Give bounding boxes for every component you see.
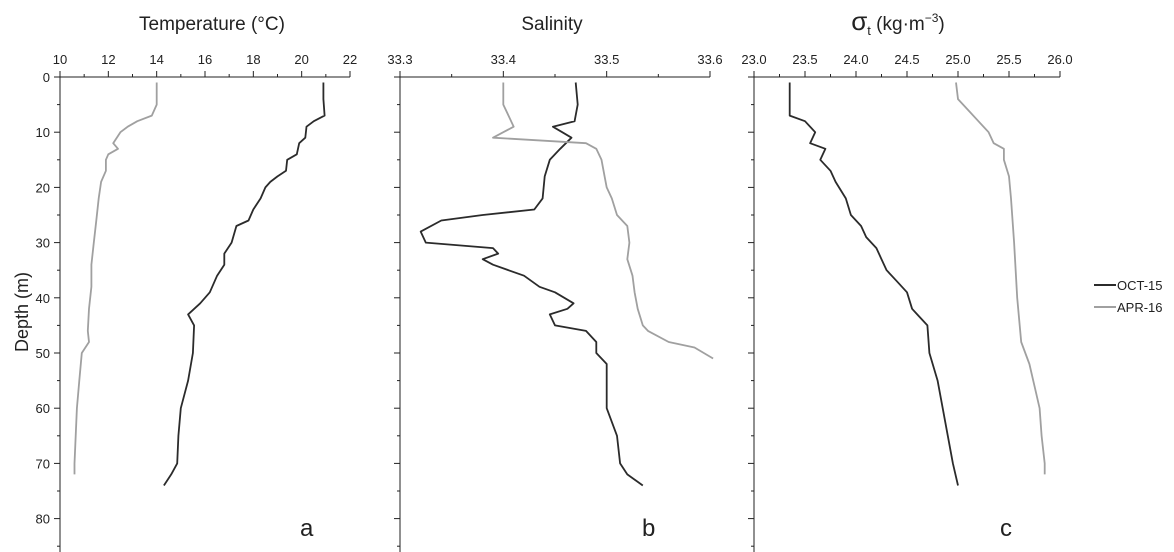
panel-c-title-exponent: −3 [925, 11, 939, 25]
panel-b: Salinity 33.3 33.4 33.5 33.6 b [387, 14, 723, 552]
panel-a: Temperature (°C) 10 12 14 16 18 20 22010203040… [36, 14, 357, 552]
legend-label-oct-15: OCT-15 [1117, 278, 1163, 293]
panel-b-series-oct-15 [419, 82, 644, 487]
panel-a-ytick-label: 70 [36, 456, 50, 471]
y-axis-label: Depth (m) [12, 272, 32, 352]
panel-b-xtick-label: 33.4 [491, 52, 516, 67]
panel-a-xtick-label: 18 [246, 52, 260, 67]
panel-b-letter: b [642, 515, 655, 542]
panel-c-title-units: (kg·m [871, 14, 925, 35]
panel-a-ytick-label: 10 [36, 125, 50, 140]
panel-c: σt (kg·m−3) 23.0 23.5 24.0 24.5 25.0 25.5 26.0… [741, 6, 1073, 552]
panel-b-series-apr-16 [492, 82, 714, 360]
panel-c-xtick-label: 24.5 [894, 52, 919, 67]
panel-a-ytick-label: 80 [36, 512, 50, 527]
panel-a-ytick-label: 0 [43, 70, 50, 85]
panel-c-title-subscript: t [867, 23, 871, 38]
panel-a-series-oct-15 [163, 82, 326, 486]
panel-c-series-apr-16 [955, 82, 1046, 475]
panel-b-xtick-label: 33.3 [387, 52, 412, 67]
panel-c-xtick-label: 24.0 [843, 52, 868, 67]
panel-b-title: Salinity [521, 14, 583, 35]
panel-a-ytick-label: 30 [36, 236, 50, 251]
panel-b-xtick-label: 33.5 [594, 52, 619, 67]
panel-a-xtick-label: 14 [149, 52, 163, 67]
panel-a-xtick-label: 20 [294, 52, 308, 67]
panel-a-ytick-label: 40 [36, 291, 50, 306]
panel-c-xtick-label: 23.0 [741, 52, 766, 67]
panel-c-title-sigma: σ [851, 6, 867, 36]
panel-c-letter: c [1000, 515, 1012, 542]
panel-a-xtick-label: 12 [101, 52, 115, 67]
panel-a-letter: a [300, 515, 314, 542]
panel-a-title: Temperature (°C) [139, 14, 285, 35]
panel-c-xtick-label: 25.0 [945, 52, 970, 67]
panel-c-xtick-label: 25.5 [996, 52, 1021, 67]
panel-a-xtick-label: 16 [198, 52, 212, 67]
panel-c-xtick-label: 23.5 [792, 52, 817, 67]
panel-a-ytick-label: 60 [36, 401, 50, 416]
panel-c-xtick-label: 26.0 [1047, 52, 1072, 67]
panel-b-xtick-label: 33.6 [697, 52, 722, 67]
legend-label-apr-16: APR-16 [1117, 300, 1163, 315]
panel-a-series-apr-16 [73, 82, 158, 475]
panel-c-series-oct-15 [788, 82, 959, 486]
panel-c-title: σt (kg·m−3) [851, 6, 945, 38]
panel-a-ytick-label: 50 [36, 346, 50, 361]
panel-c-title-close: ) [938, 14, 944, 35]
legend: OCT-15 APR-16 [1094, 278, 1163, 315]
panel-a-ytick-label: 20 [36, 180, 50, 195]
panel-a-xtick-label: 22 [343, 52, 357, 67]
panel-a-xtick-label: 10 [53, 52, 67, 67]
